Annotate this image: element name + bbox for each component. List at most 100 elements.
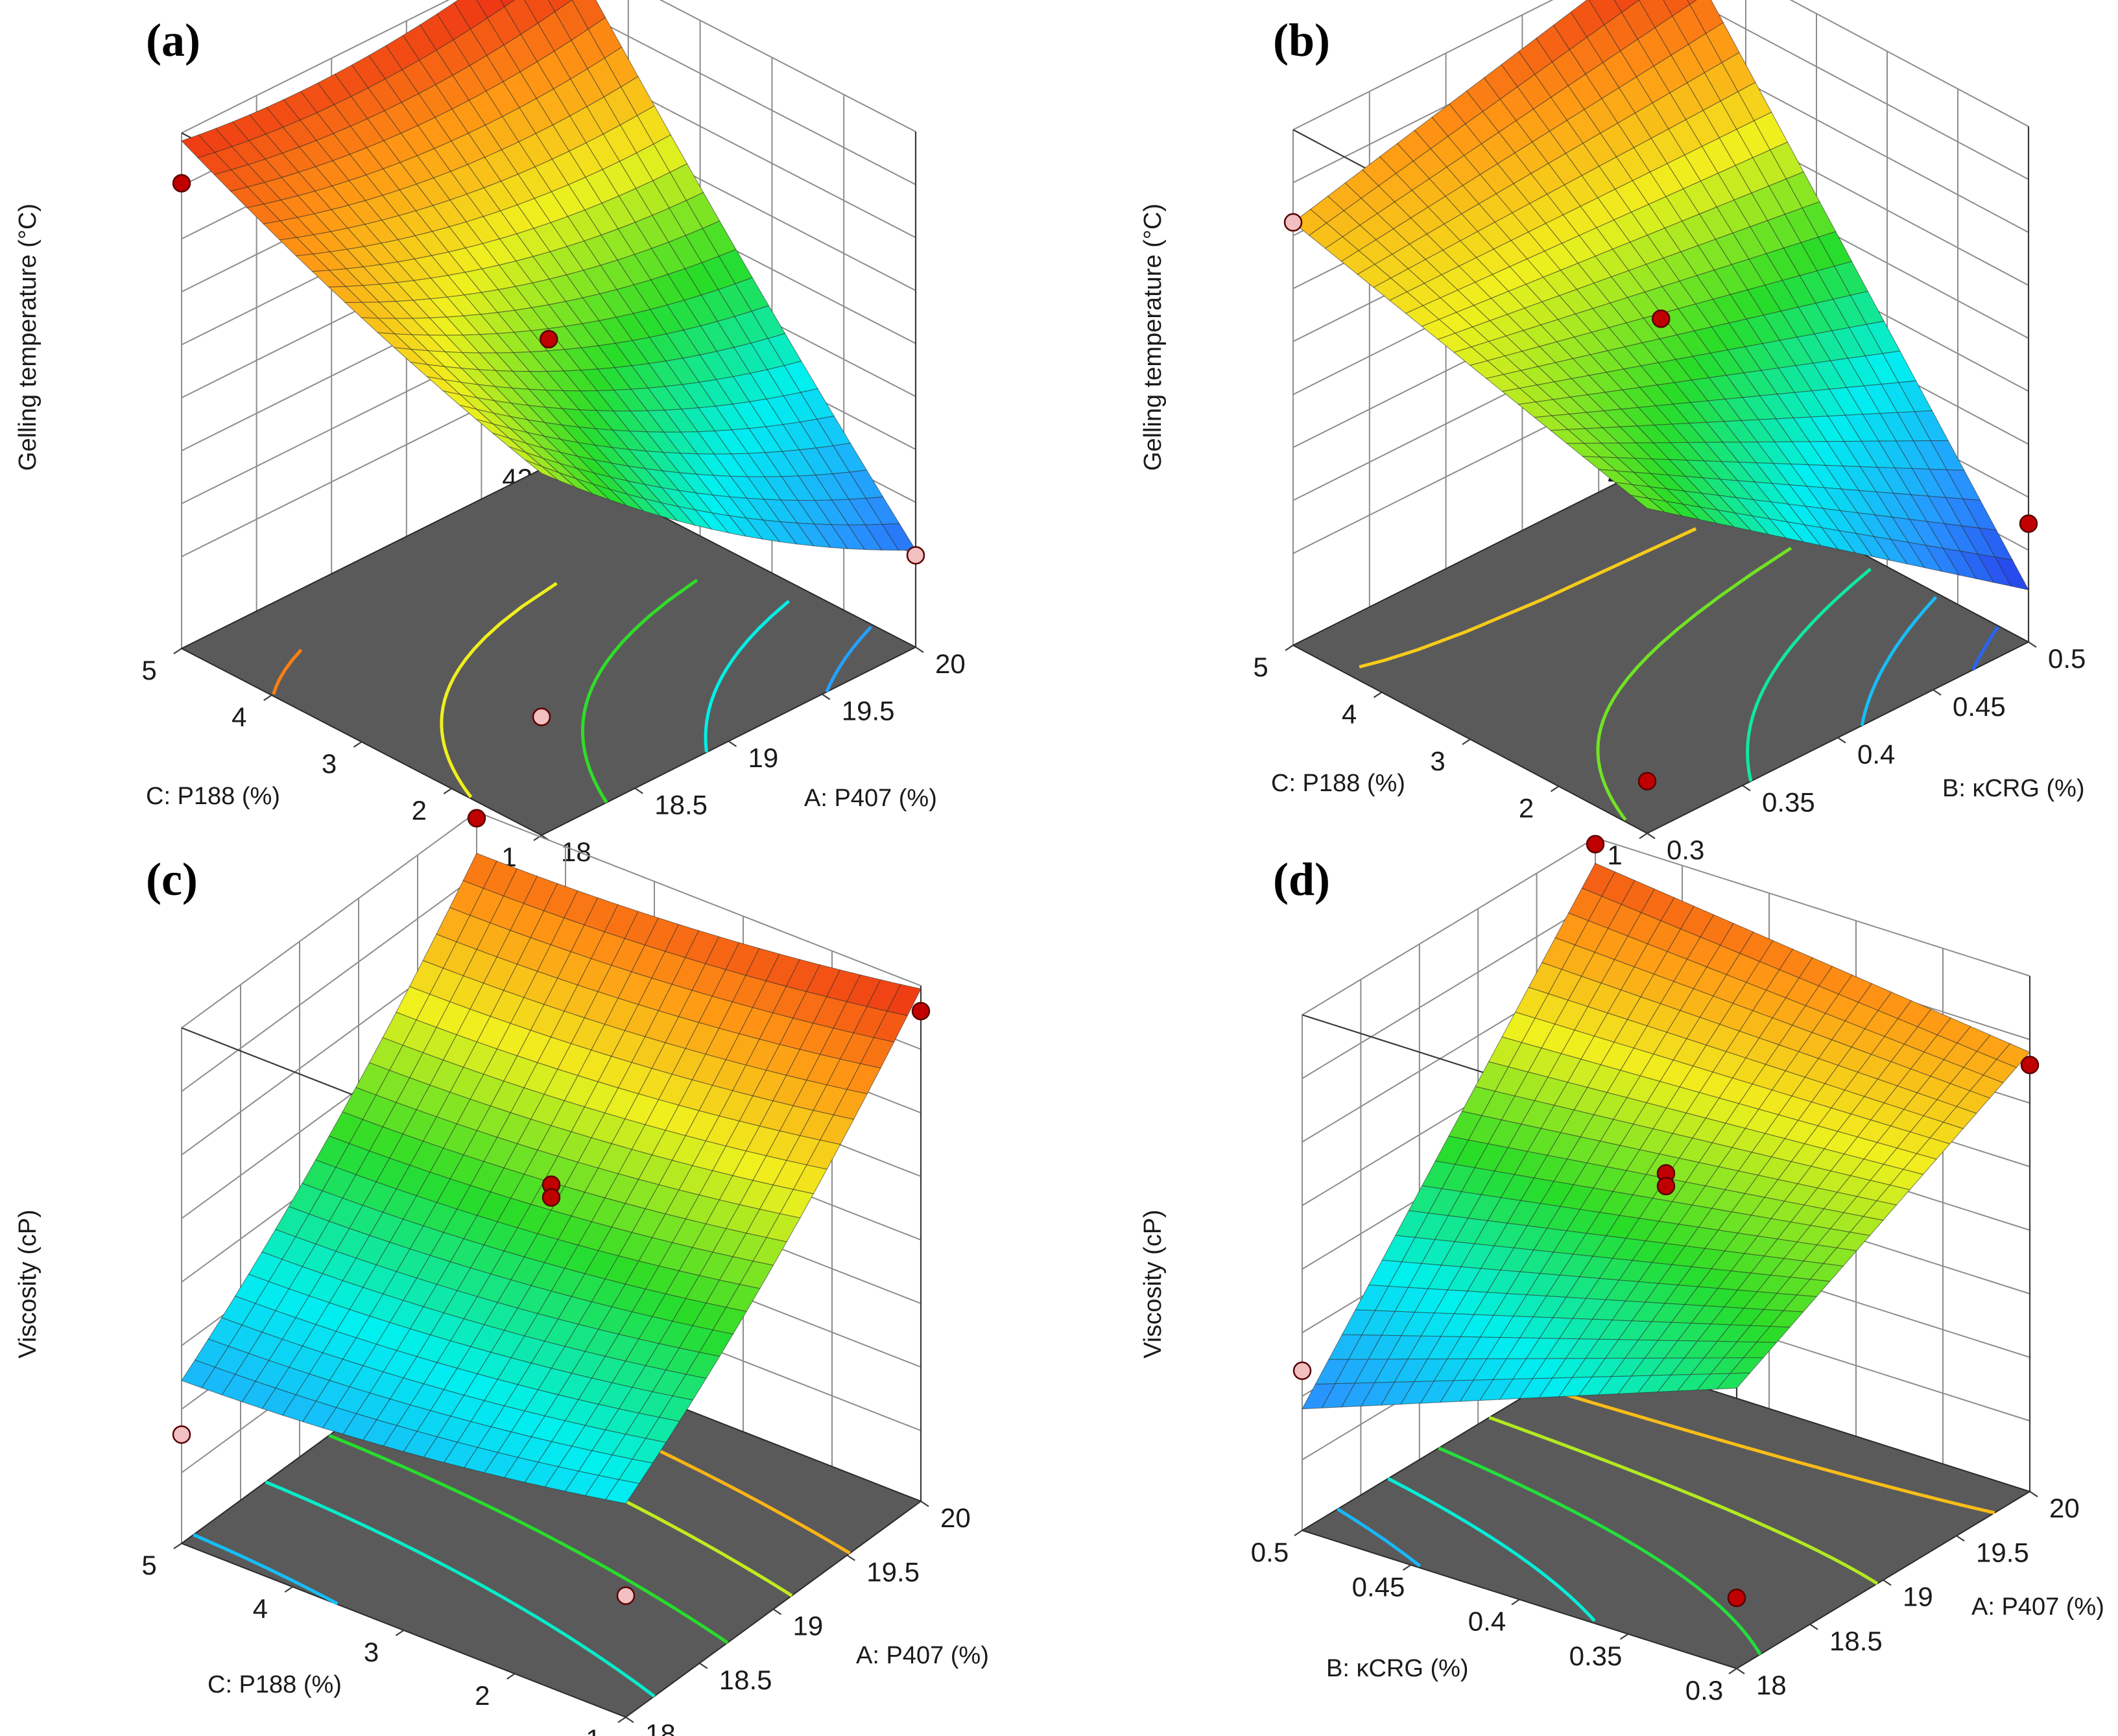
x-tick-label: 0.5 [2048, 643, 2086, 674]
y-tick-label: 5 [1253, 652, 1268, 682]
contour-line [440, 582, 558, 798]
y-tick-label: 4 [232, 702, 246, 732]
design-point [2020, 1055, 2040, 1075]
y-tick-label: 0.4 [1468, 1606, 1506, 1637]
design-point [1637, 772, 1657, 791]
grid-line [1292, 0, 2029, 130]
x-tick-label: 19.5 [1976, 1537, 2029, 1567]
design-point [1727, 1588, 1746, 1608]
y-tick-label: 3 [1430, 746, 1445, 776]
x-tick-label: 19 [1903, 1582, 1933, 1612]
y-tick-mark [395, 1630, 405, 1636]
x-axis-label: B: κCRG (%) [1942, 775, 2085, 802]
y-tick-mark [1619, 1633, 1629, 1640]
contour-line [1539, 1385, 1995, 1515]
grid-line [181, 0, 916, 134]
y-tick-mark [1373, 691, 1383, 698]
x-tick-mark [1933, 689, 1942, 696]
y-tick-mark [173, 1543, 182, 1549]
y-tick-mark [1462, 739, 1471, 745]
x-tick-mark [1647, 833, 1656, 839]
contour-line [193, 1533, 339, 1606]
y-axis-label: B: κCRG (%) [1326, 1655, 1469, 1682]
x-tick-label: 0.35 [1762, 787, 1815, 817]
design-point [1652, 309, 1671, 328]
y-tick-label: 0.3 [1685, 1675, 1723, 1706]
contour-line [1387, 1477, 1596, 1623]
y-axis-label: C: P188 (%) [208, 1671, 342, 1698]
z-axis-label: Gelling temperature (°C) [1139, 204, 1167, 471]
x-tick-label: 18 [645, 1718, 676, 1736]
x-tick-mark [2028, 641, 2037, 648]
y-tick-label: 2 [412, 795, 427, 826]
x-tick-label: 18.5 [719, 1665, 772, 1695]
panel-c: 1701801902002102202302401818.51919.52012… [14, 809, 989, 1736]
panel-label: (b) [1273, 14, 1330, 66]
x-tick-mark [1956, 1535, 1965, 1542]
x-tick-label: 0.45 [1953, 691, 2006, 722]
x-tick-label: 20 [940, 1503, 971, 1533]
y-tick-mark [173, 648, 182, 654]
y-tick-mark [1402, 1564, 1412, 1571]
y-tick-mark [1511, 1599, 1520, 1606]
x-axis-label: A: P407 (%) [1971, 1593, 2104, 1621]
design-point [172, 174, 191, 193]
x-tick-mark [1736, 1668, 1745, 1674]
y-tick-label: 3 [364, 1637, 379, 1667]
x-tick-mark [2029, 1491, 2038, 1497]
surface-cell [1994, 556, 2030, 591]
x-tick-label: 18.5 [654, 790, 708, 820]
grid-line [1292, 0, 2029, 184]
design-point [911, 1001, 931, 1021]
contour-line [1488, 1416, 1879, 1586]
design-point [1586, 835, 1605, 854]
design-point [541, 1188, 561, 1207]
z-axis-label: Viscosity (cP) [14, 1209, 42, 1358]
y-tick-label: 2 [1519, 793, 1534, 824]
x-tick-label: 0.3 [1667, 835, 1704, 865]
design-point [906, 546, 925, 565]
x-tick-mark [728, 741, 737, 747]
x-tick-label: 19 [748, 743, 779, 773]
design-point [172, 1425, 191, 1444]
panel-d: 1701801902002102202302401818.51919.5200.… [1139, 835, 2104, 1706]
design-point [540, 329, 558, 349]
response-surface [181, 0, 916, 551]
x-tick-mark [1883, 1579, 1892, 1586]
y-tick-label: 4 [253, 1593, 268, 1624]
y-tick-mark [263, 695, 272, 701]
y-tick-mark [1639, 833, 1648, 839]
design-point [616, 1586, 636, 1605]
x-tick-mark [625, 1717, 634, 1723]
x-axis-label: A: P407 (%) [856, 1642, 989, 1669]
contour-line [1971, 626, 2000, 671]
y-tick-label: 5 [141, 1550, 156, 1580]
contour-line [580, 578, 698, 803]
surface-cell [500, 0, 516, 8]
contour-lines [1359, 527, 2000, 821]
y-tick-label: 5 [141, 655, 156, 685]
y-tick-label: 1 [1607, 840, 1622, 870]
contour-line [265, 1480, 656, 1698]
panel-label: (a) [146, 14, 200, 66]
panel-label: (c) [146, 853, 198, 905]
contour-line [1860, 596, 1938, 726]
z-axis-label: Viscosity (cP) [1139, 1209, 1167, 1358]
x-tick-mark [1742, 785, 1751, 792]
x-axis-label: A: P407 (%) [804, 785, 937, 812]
y-tick-mark [353, 741, 363, 748]
y-tick-mark [443, 788, 452, 794]
y-tick-label: 0.5 [1251, 1537, 1289, 1567]
contour-lines [272, 578, 873, 803]
x-tick-mark [920, 1501, 929, 1507]
surface-cell [886, 984, 922, 1016]
x-tick-mark [772, 1608, 782, 1615]
contour-line [1438, 1446, 1762, 1656]
y-tick-label: 3 [322, 748, 337, 779]
y-tick-label: 4 [1342, 699, 1357, 730]
contour-line [1337, 1507, 1422, 1567]
y-tick-mark [1728, 1668, 1737, 1674]
y-tick-label: 0.35 [1569, 1641, 1623, 1671]
contour-lines [1337, 1385, 1995, 1656]
